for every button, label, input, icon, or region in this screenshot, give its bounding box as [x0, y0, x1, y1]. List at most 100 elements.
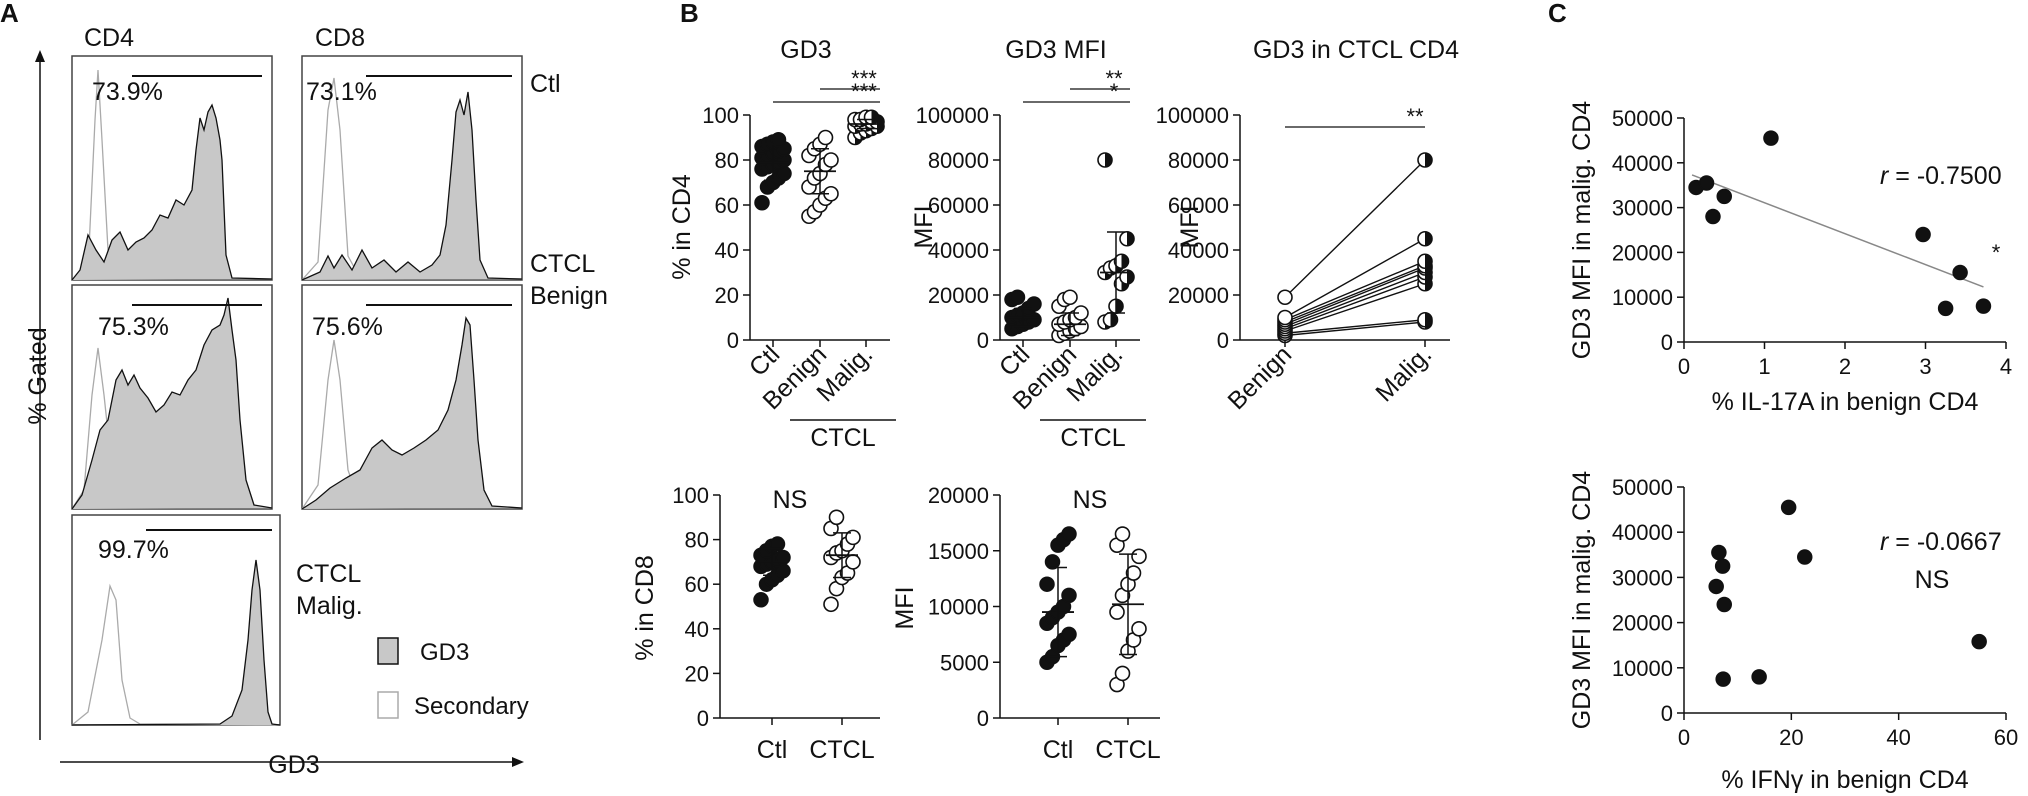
data-point	[1711, 544, 1727, 561]
secondary-curve	[301, 77, 523, 281]
fit-line	[1691, 174, 1984, 288]
data-point	[1044, 554, 1061, 570]
group-label: CTCL	[810, 424, 875, 452]
y-tick-label: 5000	[940, 650, 989, 675]
data-point	[1026, 296, 1042, 312]
y-tick-label: 100000	[1156, 103, 1229, 128]
y-tick-label: 60	[685, 572, 709, 597]
data-point	[1952, 264, 1968, 281]
x-tick-label: 60	[1994, 725, 2018, 750]
panel-label-b: B	[680, 0, 699, 28]
hist-benign-cd8: 75.6%	[301, 304, 523, 510]
y-tick-label: 20000	[1612, 240, 1673, 265]
x-tick-label: 1	[1758, 354, 1770, 379]
data-point	[1971, 633, 1987, 650]
half-marker-fill	[1425, 312, 1433, 327]
gd3-curve	[71, 297, 273, 510]
panel-label-c: C	[1548, 0, 1567, 28]
pair-line	[1284, 238, 1426, 319]
hist-frame-benign-cd8	[301, 284, 523, 510]
legend-label-secondary: Secondary	[414, 693, 529, 720]
plot-title: GD3 in CTCL CD4	[1253, 36, 1459, 64]
gate-percent: 73.1%	[306, 78, 377, 106]
y-tick-label: 60000	[1168, 193, 1229, 218]
data-point	[1417, 253, 1433, 270]
x-tick-label: 0	[1678, 725, 1690, 750]
y-axis-label: MFI	[910, 205, 938, 248]
data-point	[1113, 253, 1130, 270]
correlation-label: r = -0.0667	[1880, 528, 2002, 556]
y-tick-label: 40000	[1168, 238, 1229, 263]
gd3-curve	[71, 103, 273, 281]
gate-percent: 99.7%	[98, 536, 169, 564]
category-label: CTCL	[809, 736, 874, 764]
plot-title: NS	[1073, 486, 1108, 514]
data-point	[1125, 565, 1142, 581]
row-label-ctl: Ctl	[530, 70, 561, 98]
y-tick-label: 20	[715, 283, 739, 308]
data-point	[1705, 208, 1721, 225]
half-marker-fill	[1105, 153, 1112, 167]
y-axis-label: MFI	[1176, 205, 1204, 248]
plot-gd3-mfi-cd8: 0 5000 10000 15000 20000 MFI NS Ctl CTCL	[891, 483, 1161, 764]
category-label: Malig.	[1370, 340, 1437, 407]
y-tick-label: 40	[685, 617, 709, 642]
data-point	[1708, 578, 1724, 595]
significance-label: NS	[1915, 566, 1950, 594]
category-label: Benign	[1222, 340, 1297, 415]
plot-corr-ifng: 0 10000 20000 30000 40000 50000 GD3 MFI in mal…	[1568, 471, 2018, 794]
data-point	[1114, 665, 1131, 682]
y-tick-label: 40000	[1612, 151, 1673, 176]
y-tick-label: 10000	[928, 595, 989, 620]
sig-stars: **	[1406, 104, 1424, 129]
x-tick-label: 40	[1886, 725, 1910, 750]
sig-stars: ***	[851, 79, 877, 104]
data-point	[1061, 587, 1077, 604]
gd3-curve	[301, 316, 523, 510]
r-symbol: r	[1880, 528, 1890, 556]
y-tick-label: 0	[697, 706, 709, 731]
plot-title: GD3	[780, 36, 831, 64]
hist-frame-ctl-cd4	[71, 55, 273, 281]
plot-gd3-cd8: 0 20 40 60 80 100 % in CD8 NS Ctl CTCL	[631, 483, 880, 764]
half-marker-fill	[1116, 299, 1123, 314]
gd3-curve	[71, 559, 281, 726]
sig-stars: *	[1110, 79, 1119, 104]
half-marker-fill	[1121, 254, 1129, 269]
secondary-curve	[71, 583, 281, 726]
data-point	[1716, 188, 1732, 205]
data-point	[828, 509, 845, 526]
r-symbol: r	[1880, 162, 1890, 190]
plot-title: NS	[773, 486, 808, 514]
half-marker-fill	[1425, 254, 1433, 269]
row-label-benign: CTCL Benign	[530, 250, 608, 310]
pair-line	[1284, 321, 1426, 337]
hist-frame-benign-cd4	[71, 284, 273, 510]
y-tick-label: 100	[672, 483, 709, 508]
data-point	[754, 195, 770, 211]
y-tick-label: 20000	[1168, 283, 1229, 308]
y-axis-label: GD3 MFI in malig. CD4	[1568, 471, 1596, 729]
legend-swatch-secondary	[377, 691, 399, 719]
category-label: CTCL	[1095, 736, 1160, 764]
hist-x-label: GD3	[268, 751, 319, 779]
y-tick-label: 80	[715, 148, 739, 173]
data-point	[1780, 499, 1797, 516]
pair-line	[1284, 260, 1426, 321]
y-tick-label: 100000	[916, 103, 989, 128]
sig-stars: **	[1105, 66, 1123, 91]
data-point	[1109, 604, 1125, 620]
data-point	[1009, 289, 1026, 305]
data-point	[1061, 526, 1077, 542]
x-tick-label: 20	[1779, 725, 1803, 750]
x-axis-label: % IFNγ in benign CD4	[1721, 766, 1968, 794]
y-tick-label: 0	[1661, 701, 1673, 726]
hist-ctl-cd8: 73.1%	[301, 75, 523, 281]
data-point	[823, 152, 839, 168]
data-point	[770, 132, 787, 148]
sig-stars: ***	[851, 66, 877, 91]
y-tick-label: 40000	[1612, 520, 1673, 545]
half-marker-fill	[1127, 231, 1134, 246]
col-label-cd8: CD8	[315, 24, 365, 52]
